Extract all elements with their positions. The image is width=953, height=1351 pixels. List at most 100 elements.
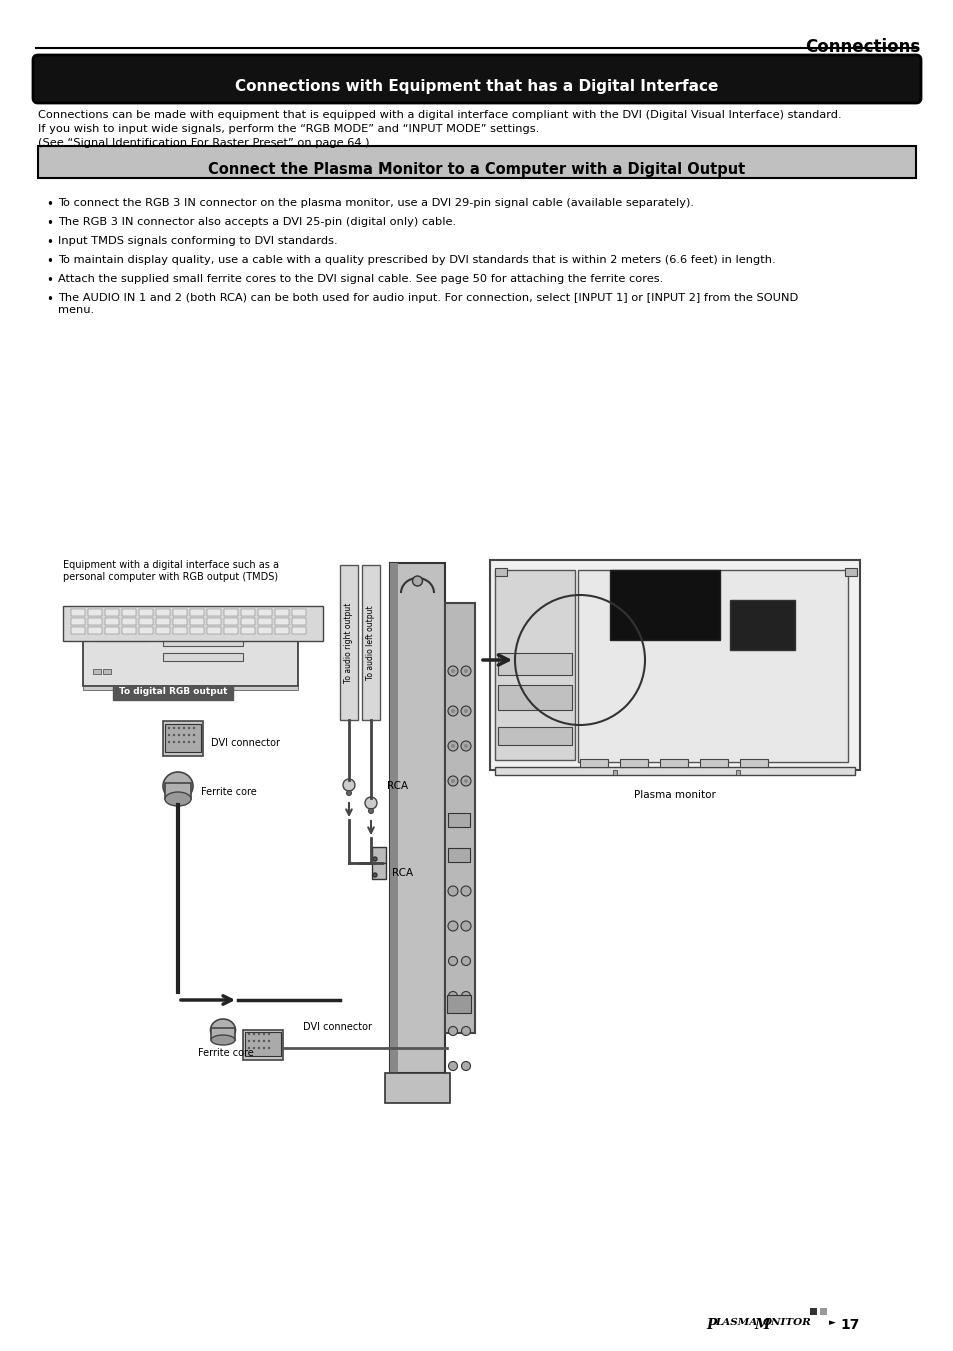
- Bar: [497, 685, 572, 711]
- Bar: [292, 627, 306, 634]
- Circle shape: [262, 1047, 265, 1050]
- Text: Ferrite core: Ferrite core: [198, 1048, 253, 1058]
- Bar: [88, 617, 102, 626]
- Circle shape: [177, 734, 180, 736]
- Text: Equipment with a digital interface such as a
personal computer with RGB output (: Equipment with a digital interface such …: [63, 561, 278, 581]
- Circle shape: [253, 1047, 255, 1050]
- Circle shape: [183, 734, 185, 736]
- Bar: [224, 627, 237, 634]
- Bar: [83, 611, 297, 686]
- Bar: [112, 686, 233, 700]
- Text: To connect the RGB 3 IN connector on the plasma monitor, use a DVI 29-pin signal: To connect the RGB 3 IN connector on the…: [58, 199, 693, 208]
- Circle shape: [463, 780, 468, 784]
- Text: To digital RGB output: To digital RGB output: [118, 688, 227, 696]
- Circle shape: [448, 1027, 457, 1035]
- Circle shape: [451, 744, 455, 748]
- Bar: [243, 1029, 283, 1061]
- Circle shape: [253, 1040, 255, 1042]
- Circle shape: [183, 740, 185, 743]
- Bar: [139, 609, 152, 616]
- Bar: [165, 724, 201, 753]
- Circle shape: [365, 797, 376, 809]
- Circle shape: [193, 734, 195, 736]
- Circle shape: [172, 727, 175, 730]
- Bar: [172, 617, 187, 626]
- Bar: [88, 609, 102, 616]
- Circle shape: [177, 740, 180, 743]
- Text: •: •: [46, 218, 52, 230]
- Circle shape: [461, 957, 470, 966]
- Bar: [71, 627, 85, 634]
- Circle shape: [183, 727, 185, 730]
- Bar: [71, 609, 85, 616]
- Circle shape: [460, 921, 471, 931]
- Bar: [372, 863, 386, 880]
- Circle shape: [346, 790, 351, 796]
- Bar: [447, 994, 471, 1013]
- Bar: [497, 727, 572, 744]
- Text: M: M: [753, 1319, 768, 1332]
- Circle shape: [193, 727, 195, 730]
- Bar: [241, 609, 254, 616]
- Bar: [224, 609, 237, 616]
- Bar: [63, 607, 323, 640]
- Circle shape: [448, 992, 457, 1001]
- Circle shape: [373, 873, 376, 877]
- Circle shape: [448, 775, 457, 786]
- Bar: [122, 617, 136, 626]
- Bar: [609, 570, 720, 640]
- Bar: [579, 759, 607, 767]
- Bar: [809, 1308, 816, 1315]
- Circle shape: [248, 1032, 250, 1035]
- Bar: [139, 627, 152, 634]
- Bar: [619, 759, 647, 767]
- Circle shape: [448, 886, 457, 896]
- Bar: [390, 563, 444, 1073]
- Bar: [241, 627, 254, 634]
- Text: (See “Signal Identification For Raster Preset” on page 64.): (See “Signal Identification For Raster P…: [38, 138, 369, 149]
- Bar: [165, 784, 191, 798]
- Ellipse shape: [163, 771, 193, 800]
- Bar: [38, 146, 915, 178]
- Bar: [156, 627, 170, 634]
- Text: If you wish to input wide signals, perform the “RGB MODE” and “INPUT MODE” setti: If you wish to input wide signals, perfo…: [38, 124, 538, 134]
- Circle shape: [463, 709, 468, 713]
- Circle shape: [460, 775, 471, 786]
- Circle shape: [268, 1047, 270, 1050]
- Text: ►: ►: [828, 1319, 835, 1327]
- Bar: [190, 609, 204, 616]
- Text: RCA: RCA: [387, 781, 408, 790]
- Circle shape: [172, 740, 175, 743]
- Circle shape: [188, 740, 190, 743]
- Circle shape: [448, 921, 457, 931]
- Bar: [92, 626, 148, 640]
- Circle shape: [461, 1062, 470, 1070]
- Bar: [339, 565, 357, 720]
- Text: LASMA: LASMA: [714, 1319, 760, 1327]
- Circle shape: [193, 740, 195, 743]
- Bar: [257, 617, 272, 626]
- Text: To maintain display quality, use a cable with a quality prescribed by DVI standa: To maintain display quality, use a cable…: [58, 255, 775, 265]
- Circle shape: [460, 886, 471, 896]
- Bar: [257, 609, 272, 616]
- Text: •: •: [46, 255, 52, 267]
- Bar: [390, 563, 397, 1073]
- Text: ONITOR: ONITOR: [762, 1319, 811, 1327]
- Bar: [257, 627, 272, 634]
- Bar: [139, 617, 152, 626]
- Text: Ferrite core: Ferrite core: [201, 788, 256, 797]
- Bar: [740, 759, 767, 767]
- Ellipse shape: [211, 1035, 234, 1046]
- Bar: [172, 609, 187, 616]
- Bar: [444, 603, 475, 1034]
- Bar: [292, 617, 306, 626]
- Circle shape: [343, 780, 355, 790]
- Bar: [820, 1308, 826, 1315]
- Bar: [844, 567, 856, 576]
- Bar: [448, 848, 470, 862]
- Bar: [490, 561, 859, 770]
- Circle shape: [451, 780, 455, 784]
- Bar: [274, 627, 289, 634]
- Bar: [274, 609, 289, 616]
- Circle shape: [177, 727, 180, 730]
